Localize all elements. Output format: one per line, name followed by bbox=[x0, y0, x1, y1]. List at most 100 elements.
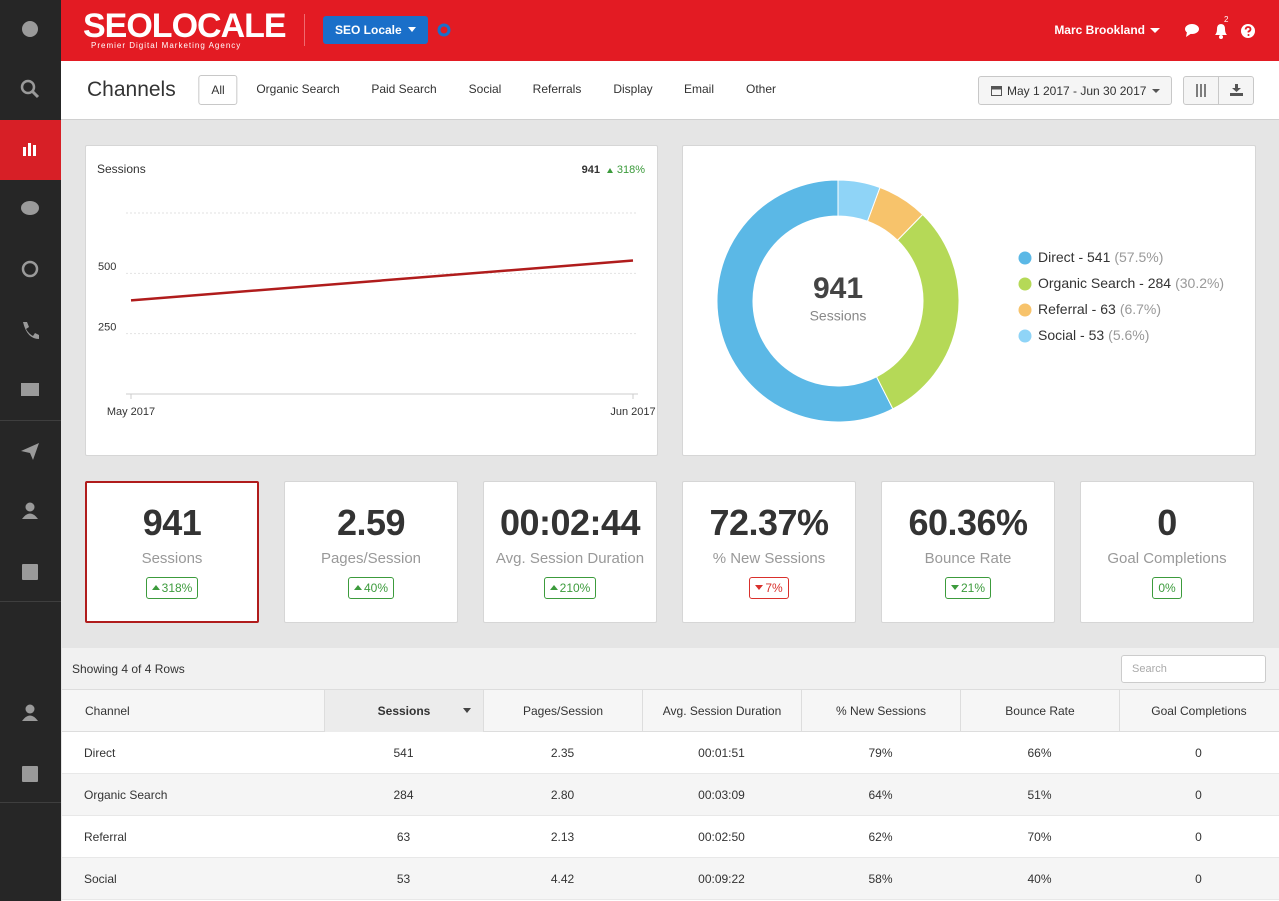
table-cell: Organic Search bbox=[84, 788, 168, 802]
table-row[interactable] bbox=[62, 774, 1279, 816]
line-chart: Sessions 941 318% 250 500 May 2017 Jun 2017 bbox=[97, 162, 656, 418]
line bbox=[130, 259, 634, 302]
legend-swatch bbox=[1018, 277, 1032, 291]
center-label: Sessions bbox=[810, 308, 867, 324]
table-cell: 00:09:22 bbox=[698, 872, 745, 886]
tab[interactable]: Organic Search bbox=[256, 82, 340, 96]
donut-slice bbox=[875, 213, 960, 410]
nav-tasks-2[interactable] bbox=[22, 766, 38, 782]
column-header[interactable]: Bounce Rate bbox=[960, 690, 1119, 732]
total: 941 bbox=[582, 164, 600, 176]
legend-share: (6.7%) bbox=[1120, 301, 1161, 317]
help-icon[interactable] bbox=[1241, 24, 1255, 38]
kpi-value: 0 bbox=[1157, 502, 1177, 543]
legend-label: Organic Search - 284 bbox=[1038, 275, 1171, 291]
page-title: Channels bbox=[87, 78, 176, 101]
kpi-badge: 7% bbox=[749, 577, 789, 599]
nav-user[interactable] bbox=[25, 502, 35, 512]
account-button[interactable]: SEO Locale bbox=[323, 16, 428, 44]
kpi-badge: 0% bbox=[1152, 577, 1182, 599]
legend-label: Direct - 541 bbox=[1038, 249, 1111, 265]
column-header[interactable]: Sessions bbox=[324, 690, 483, 732]
kpi-badge-row: 318% bbox=[87, 577, 257, 599]
nav-search[interactable] bbox=[20, 79, 36, 95]
nav-send[interactable] bbox=[21, 443, 39, 460]
table-cell: 62% bbox=[868, 830, 893, 844]
nav-target[interactable] bbox=[21, 260, 39, 278]
row-summary: Showing 4 of 4 Rows bbox=[72, 662, 185, 676]
calendar-icon bbox=[991, 86, 1002, 96]
table-cell: Social bbox=[84, 872, 117, 886]
table-row[interactable] bbox=[62, 732, 1279, 774]
tab[interactable]: Other bbox=[745, 82, 777, 96]
tab[interactable]: Paid Search bbox=[371, 82, 437, 96]
kpi-change: 7% bbox=[765, 581, 783, 595]
kpi-card[interactable]: 2.59 Pages/Session 40% bbox=[284, 481, 458, 623]
tab[interactable]: All bbox=[198, 75, 238, 105]
user-name[interactable]: Marc Brookland bbox=[1054, 23, 1145, 37]
legend-entry: Social - 53 (5.6%) bbox=[1038, 327, 1149, 343]
table-cell: 58% bbox=[868, 872, 893, 886]
kpi-label: Pages/Session bbox=[320, 550, 422, 567]
data-table: Showing 4 of 4 Rows Search Channel Sessions… bbox=[62, 648, 1279, 901]
tab[interactable]: Social bbox=[468, 82, 502, 96]
bell-icon[interactable] bbox=[1213, 22, 1229, 39]
nav-dashboard[interactable] bbox=[22, 21, 38, 37]
nav-user-2[interactable] bbox=[25, 704, 35, 714]
legend-swatch bbox=[1018, 329, 1032, 343]
x-tick-label: Jun 2017 bbox=[610, 406, 655, 418]
trend-arrow bbox=[463, 708, 471, 713]
legend-share: (5.6%) bbox=[1108, 327, 1149, 343]
table-cell: 63 bbox=[396, 830, 411, 844]
messages-icon[interactable] bbox=[1184, 22, 1202, 38]
sidebar bbox=[0, 0, 61, 901]
tab[interactable]: Display bbox=[613, 82, 653, 96]
nav-tasks[interactable] bbox=[22, 564, 38, 580]
caret bbox=[1150, 28, 1160, 33]
settings-icon[interactable] bbox=[437, 23, 451, 37]
kpi-badge: 21% bbox=[944, 577, 992, 599]
column-header[interactable]: Channel bbox=[62, 690, 324, 732]
trend-arrow bbox=[353, 585, 362, 590]
center-value: 941 bbox=[813, 272, 863, 305]
column-header[interactable]: Pages/Session bbox=[483, 690, 642, 732]
kpi-card[interactable]: 00:02:44 Avg. Session Duration 210% bbox=[483, 481, 657, 623]
download-button[interactable] bbox=[1218, 76, 1254, 105]
table-cell: 0 bbox=[1195, 788, 1202, 802]
kpi-badge: 318% bbox=[145, 577, 199, 599]
table-row[interactable] bbox=[62, 858, 1279, 900]
legend-label: Social - 53 bbox=[1038, 327, 1104, 343]
donut-chart-card: 941 Sessions Direct - 541 (57.5%) Organic Se… bbox=[682, 145, 1256, 456]
nav-chat[interactable] bbox=[21, 201, 39, 215]
kpi-change: 0% bbox=[1158, 581, 1176, 595]
table-cell: 0 bbox=[1195, 746, 1202, 760]
kpi-change: 210% bbox=[559, 581, 591, 595]
date-range: May 1 2017 - Jun 30 2017 bbox=[1007, 84, 1147, 98]
legend-swatch bbox=[1018, 303, 1032, 317]
tab[interactable]: Email bbox=[683, 82, 715, 96]
kpi-card[interactable]: 60.36% Bounce Rate 21% bbox=[881, 481, 1055, 623]
search-box[interactable]: Search bbox=[1121, 655, 1266, 683]
table-cell: 51% bbox=[1027, 788, 1052, 802]
kpi-card[interactable]: 0 Goal Completions 0% bbox=[1080, 481, 1254, 623]
kpi-value: 72.37% bbox=[709, 502, 829, 543]
nav-reports[interactable] bbox=[23, 143, 36, 156]
date-range-button[interactable]: May 1 2017 - Jun 30 2017 bbox=[978, 76, 1172, 105]
legend-entry: Referral - 63 (6.7%) bbox=[1038, 301, 1161, 317]
column-header[interactable]: Avg. Session Duration bbox=[642, 690, 801, 732]
tagline: Premier Digital Marketing Agency bbox=[91, 41, 242, 50]
line-chart-card: Sessions 941 318% 250 500 May 2017 Jun 2017 bbox=[85, 145, 658, 456]
filter-button[interactable] bbox=[1183, 76, 1219, 105]
column-header[interactable]: % New Sessions bbox=[801, 690, 960, 732]
logo[interactable]: SEOLOCALE bbox=[83, 7, 287, 45]
column-header[interactable]: Goal Completions bbox=[1119, 690, 1278, 732]
kpi-card[interactable]: 941 Sessions 318% bbox=[85, 481, 259, 623]
kpi-label: Sessions bbox=[141, 550, 203, 567]
legend-entry: Direct - 541 (57.5%) bbox=[1038, 249, 1163, 265]
nav-phone[interactable] bbox=[23, 322, 39, 339]
legend-share: (57.5%) bbox=[1114, 249, 1163, 265]
table-row[interactable] bbox=[62, 816, 1279, 858]
nav-mail[interactable] bbox=[21, 383, 39, 396]
tab[interactable]: Referrals bbox=[532, 82, 582, 96]
kpi-card[interactable]: 72.37% % New Sessions 7% bbox=[682, 481, 856, 623]
